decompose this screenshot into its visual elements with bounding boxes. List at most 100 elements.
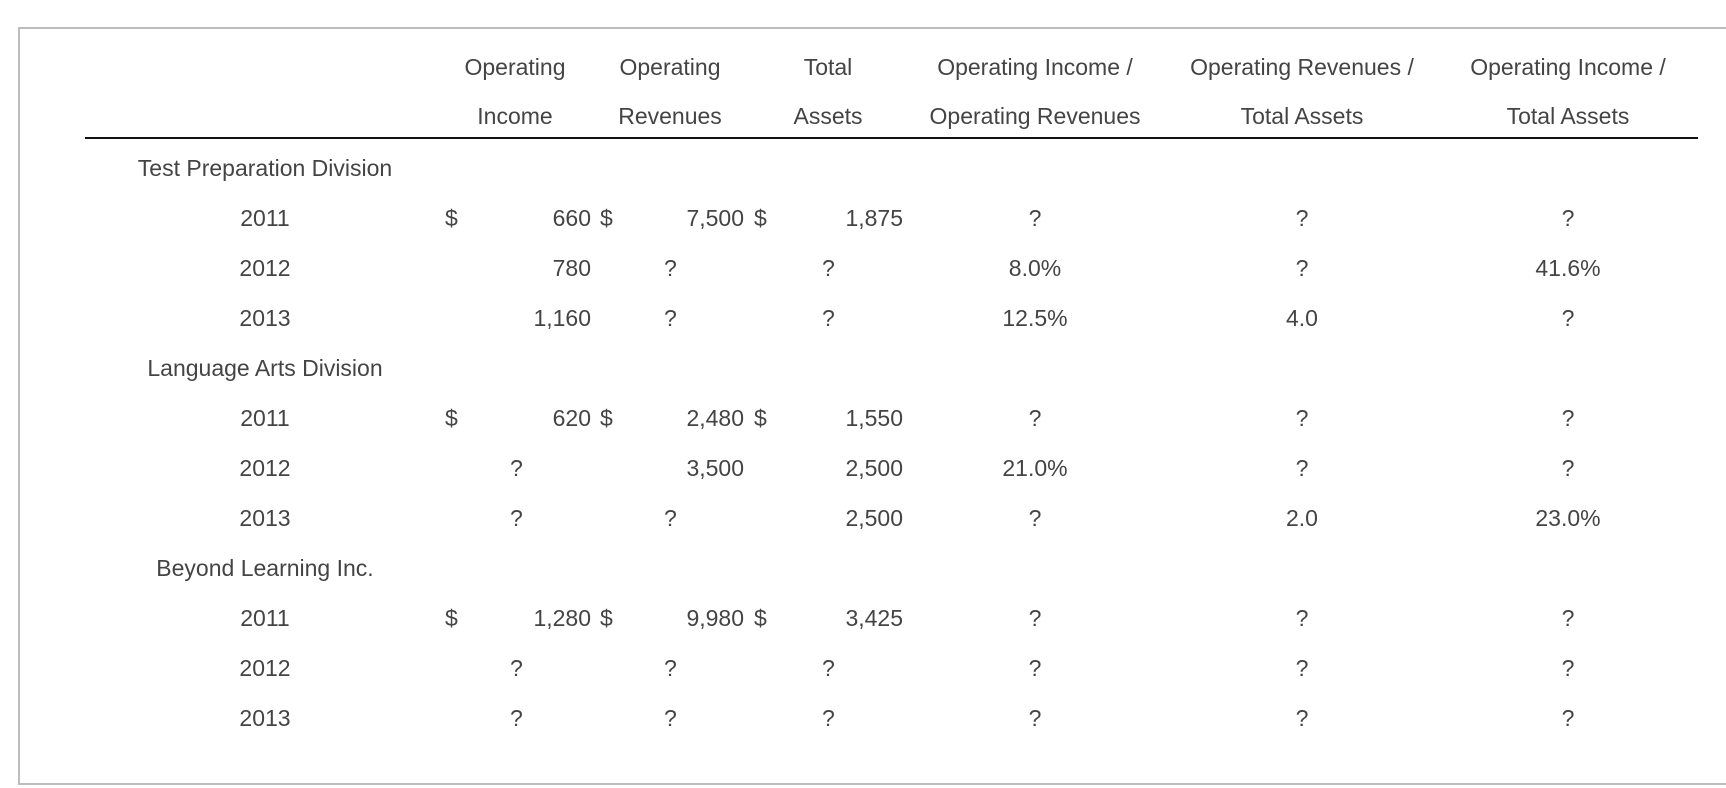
operating-revenues-value: 2,480 (686, 405, 744, 431)
or-ta-ratio-value: ? (1295, 255, 1309, 281)
or-ta-ratio-value: ? (1295, 705, 1309, 731)
header-or-ta-line1: Operating Revenues / (1190, 54, 1414, 80)
total-assets-value: 2,500 (845, 505, 903, 531)
operating-revenues-value: ? (664, 655, 677, 681)
total-assets-value: 1,550 (845, 405, 903, 431)
total-assets-value: 1,875 (845, 205, 903, 231)
or-ta-ratio-value: ? (1295, 405, 1309, 431)
income-currency-symbol (445, 504, 465, 532)
header-oi-or-line2: Operating Revenues (929, 103, 1141, 129)
row-year: 2013 (239, 705, 291, 731)
operating-income-value: 620 (552, 405, 591, 431)
income-currency-symbol (445, 254, 465, 282)
operating-income-value: ? (510, 655, 523, 681)
oi-or-ratio-value: ? (1028, 505, 1042, 531)
operating-income-value: ? (510, 505, 523, 531)
revenues-currency-symbol: $ (600, 605, 613, 631)
header-total-assets-line2: Assets (793, 103, 863, 129)
assets-currency-symbol (754, 254, 774, 282)
operating-income-value: ? (510, 705, 523, 731)
row-year: 2011 (240, 205, 290, 231)
or-ta-ratio-value: ? (1295, 455, 1309, 481)
oi-ta-ratio-value: 41.6% (1535, 255, 1601, 281)
revenues-currency-symbol (600, 704, 620, 732)
oi-ta-ratio-value: 23.0% (1535, 505, 1601, 531)
income-currency-symbol (445, 304, 465, 332)
or-ta-ratio-value: ? (1295, 655, 1309, 681)
or-ta-ratio-value: ? (1295, 605, 1309, 631)
or-ta-ratio-value: 4.0 (1286, 305, 1318, 331)
operating-income-value: 780 (552, 255, 591, 281)
revenues-currency-symbol (600, 504, 620, 532)
oi-ta-ratio-value: ? (1561, 655, 1575, 681)
section-label: Language Arts Division (147, 355, 383, 381)
oi-or-ratio-value: ? (1028, 605, 1042, 631)
row-year: 2012 (239, 655, 291, 681)
income-currency-symbol (445, 454, 465, 482)
row-year: 2011 (240, 405, 290, 431)
operating-revenues-value: 7,500 (686, 205, 744, 231)
assets-currency-symbol (754, 304, 774, 332)
header-operating-income-line2: Income (477, 103, 553, 129)
row-year: 2013 (239, 505, 291, 531)
assets-currency-symbol: $ (754, 405, 767, 431)
income-currency-symbol: $ (445, 405, 458, 431)
oi-ta-ratio-value: ? (1561, 405, 1575, 431)
operating-revenues-value: 9,980 (686, 605, 744, 631)
header-operating-income-line1: Operating (464, 54, 566, 80)
operating-income-value: 660 (552, 205, 591, 231)
operating-revenues-value: ? (664, 705, 677, 731)
revenues-currency-symbol (600, 254, 620, 282)
section-label: Test Preparation Division (137, 155, 393, 181)
total-assets-value: 2,500 (845, 455, 903, 481)
operating-revenues-value: 3,500 (686, 455, 744, 481)
operating-revenues-value: ? (664, 505, 677, 531)
income-currency-symbol: $ (445, 605, 458, 631)
revenues-currency-symbol (600, 654, 620, 682)
row-year: 2012 (239, 455, 291, 481)
header-or-ta-line2: Total Assets (1240, 103, 1364, 129)
operating-income-value: 1,280 (533, 605, 591, 631)
total-assets-value: ? (822, 305, 835, 331)
operating-income-value: 1,160 (533, 305, 591, 331)
oi-or-ratio-value: 21.0% (1002, 455, 1068, 481)
oi-or-ratio-value: ? (1028, 705, 1042, 731)
revenues-currency-symbol: $ (600, 205, 613, 231)
row-year: 2013 (239, 305, 291, 331)
assets-currency-symbol (754, 454, 774, 482)
row-year: 2011 (240, 605, 290, 631)
total-assets-value: 3,425 (845, 605, 903, 631)
header-divider (85, 137, 1698, 139)
header-total-assets-line1: Total (803, 54, 853, 80)
oi-ta-ratio-value: ? (1561, 705, 1575, 731)
income-currency-symbol: $ (445, 205, 458, 231)
header-operating-revenues-line1: Operating (619, 54, 721, 80)
oi-ta-ratio-value: ? (1561, 205, 1575, 231)
oi-or-ratio-value: 12.5% (1002, 305, 1068, 331)
operating-income-value: ? (510, 455, 523, 481)
oi-or-ratio-value: 8.0% (1008, 255, 1062, 281)
operating-revenues-value: ? (664, 305, 677, 331)
total-assets-value: ? (822, 655, 835, 681)
or-ta-ratio-value: ? (1295, 205, 1309, 231)
table-frame (18, 27, 1726, 785)
revenues-currency-symbol (600, 304, 620, 332)
assets-currency-symbol: $ (754, 205, 767, 231)
or-ta-ratio-value: 2.0 (1286, 505, 1318, 531)
oi-ta-ratio-value: ? (1561, 455, 1575, 481)
assets-currency-symbol (754, 504, 774, 532)
revenues-currency-symbol (600, 454, 620, 482)
section-label: Beyond Learning Inc. (156, 555, 374, 581)
header-operating-revenues-line2: Revenues (618, 103, 722, 129)
total-assets-value: ? (822, 705, 835, 731)
header-oi-ta-line2: Total Assets (1506, 103, 1630, 129)
row-year: 2012 (239, 255, 291, 281)
assets-currency-symbol (754, 654, 774, 682)
oi-ta-ratio-value: ? (1561, 605, 1575, 631)
oi-or-ratio-value: ? (1028, 205, 1042, 231)
header-oi-or-line1: Operating Income / (937, 54, 1133, 80)
assets-currency-symbol: $ (754, 605, 767, 631)
revenues-currency-symbol: $ (600, 405, 613, 431)
income-currency-symbol (445, 704, 465, 732)
oi-or-ratio-value: ? (1028, 405, 1042, 431)
